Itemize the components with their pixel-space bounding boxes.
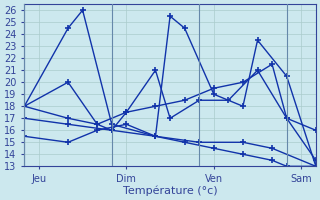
X-axis label: Température (°c): Température (°c) (123, 185, 217, 196)
